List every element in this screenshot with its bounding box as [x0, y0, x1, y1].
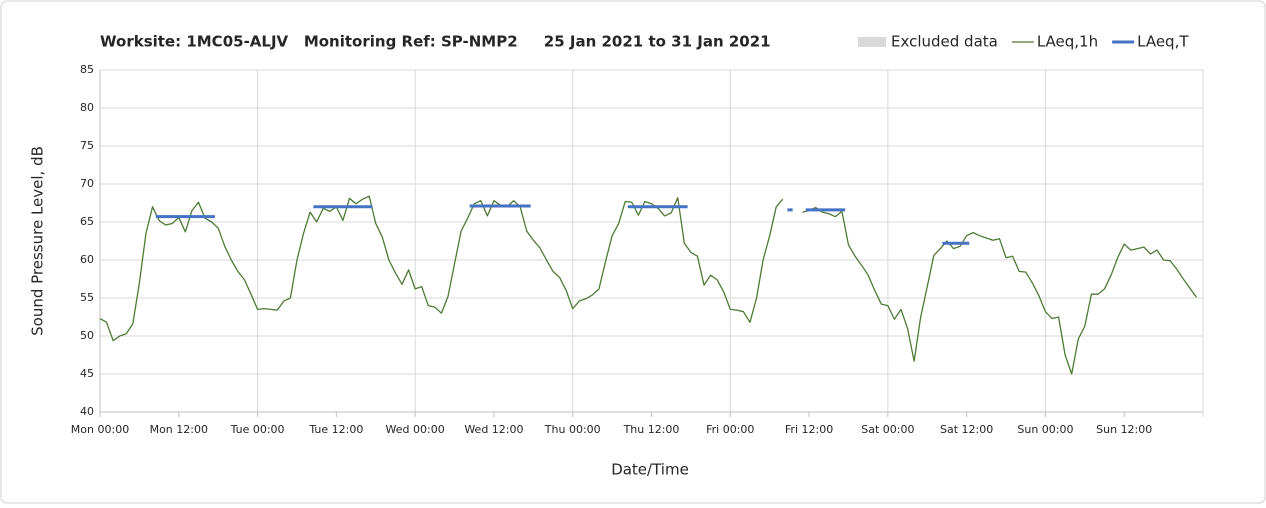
y-tick-label: 60: [80, 253, 94, 266]
series-line: [99, 195, 1197, 375]
x-tick-label: Wed 12:00: [464, 423, 523, 436]
x-tick-label: Mon 12:00: [150, 423, 208, 436]
y-tick-label: 70: [80, 177, 94, 190]
x-tick-label: Tue 12:00: [308, 423, 363, 436]
x-tick-label: Fri 12:00: [785, 423, 833, 436]
legend-swatch: [858, 37, 886, 47]
x-axis-label: Date/Time: [611, 461, 689, 479]
y-tick-label: 50: [80, 329, 94, 342]
legend-label: LAeq,1h: [1037, 33, 1098, 51]
x-tick-label: Tue 00:00: [230, 423, 285, 436]
y-tick-label: 40: [80, 405, 94, 418]
y-tick-label: 85: [80, 63, 94, 76]
y-tick-label: 65: [80, 215, 94, 228]
x-tick-label: Sun 00:00: [1017, 423, 1073, 436]
x-tick-label: Wed 00:00: [386, 423, 445, 436]
x-tick-label: Thu 00:00: [544, 423, 601, 436]
y-tick-label: 80: [80, 101, 94, 114]
x-tick-label: Mon 00:00: [71, 423, 129, 436]
chart-title: Worksite: 1MC05-ALJV Monitoring Ref: SP-…: [100, 33, 771, 51]
y-axis-label: Sound Pressure Level, dB: [29, 146, 47, 336]
y-tick-label: 55: [80, 291, 94, 304]
legend-label: LAeq,T: [1137, 33, 1189, 51]
series-line: [155, 204, 970, 245]
x-tick-label: Sun 12:00: [1096, 423, 1152, 436]
y-tick-label: 75: [80, 139, 94, 152]
y-tick-label: 45: [80, 367, 94, 380]
x-tick-label: Sat 00:00: [861, 423, 914, 436]
x-tick-label: Thu 12:00: [623, 423, 680, 436]
x-tick-label: Sat 12:00: [940, 423, 993, 436]
x-tick-label: Fri 00:00: [706, 423, 754, 436]
legend: Excluded data LAeq,1h LAeq,T: [858, 33, 1189, 51]
legend-label: Excluded data: [891, 33, 998, 51]
